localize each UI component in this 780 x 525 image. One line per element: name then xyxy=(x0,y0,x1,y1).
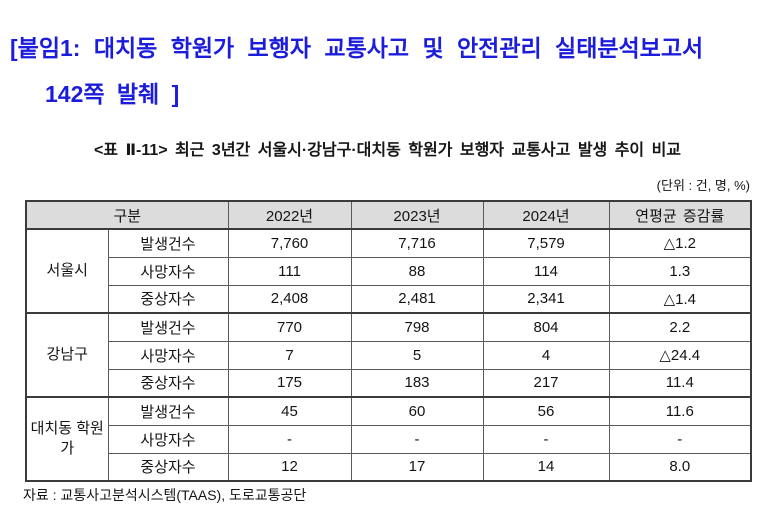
table-cell-value: 7,716 xyxy=(350,228,484,258)
table-cell-value: △24.4 xyxy=(608,340,752,370)
column-header-2023: 2023년 xyxy=(350,200,484,230)
table-cell-value: 2,341 xyxy=(482,284,610,314)
table-cell-value: 217 xyxy=(482,368,610,398)
table-cell-value: - xyxy=(608,424,752,454)
table-row: 사망자수 7 5 4 △24.4 xyxy=(26,340,752,370)
table-cell-value: 1.3 xyxy=(608,256,752,286)
row-group-label: 서울시 xyxy=(25,228,109,314)
row-group-label: 강남구 xyxy=(25,312,109,398)
table-caption: <표 Ⅱ-11> 최근 3년간 서울시·강남구·대치동 학원가 보행자 교통사고… xyxy=(93,142,682,159)
attachment-heading-line1: [붙임1: 대치동 학원가 보행자 교통사고 및 안전관리 실태분석보고서 xyxy=(10,35,704,61)
table-cell-value: 5 xyxy=(350,340,484,370)
row-metric-label: 사망자수 xyxy=(107,340,229,370)
table-cell-value: 111 xyxy=(227,256,352,286)
table-cell-value: △1.2 xyxy=(608,228,752,258)
table-cell-value: 798 xyxy=(350,312,484,342)
table-cell-value: 8.0 xyxy=(608,452,752,482)
table-row: 중상자수 175 183 217 11.4 xyxy=(26,368,752,398)
table-row: 강남구 발생건수 770 798 804 2.2 xyxy=(25,312,752,398)
column-header-gubun: 구분 xyxy=(25,200,229,230)
row-metric-label: 중상자수 xyxy=(107,452,229,482)
table-row: 중상자수 12 17 14 8.0 xyxy=(26,452,752,482)
source-note: 자료 : 교통사고분석시스템(TAAS), 도로교통공단 xyxy=(23,487,307,503)
attachment-heading-line2: 142쪽 발췌 ] xyxy=(45,81,180,107)
column-header-avg-change: 연평균 증감률 xyxy=(608,200,752,230)
row-metric-label: 발생건수 xyxy=(107,228,229,258)
row-metric-label: 발생건수 xyxy=(107,396,229,426)
table-cell-value: - xyxy=(482,424,610,454)
table-cell-value: 7,760 xyxy=(227,228,352,258)
table-cell-value: - xyxy=(227,424,352,454)
table-cell-value: 804 xyxy=(482,312,610,342)
table-cell-value: 11.6 xyxy=(608,396,752,426)
table-cell-value: 2.2 xyxy=(608,312,752,342)
table-cell-value: 56 xyxy=(482,396,610,426)
table-cell-value: 14 xyxy=(482,452,610,482)
row-metric-label: 사망자수 xyxy=(107,256,229,286)
table-cell-value: 60 xyxy=(350,396,484,426)
table-cell-value: 12 xyxy=(227,452,352,482)
column-header-2024: 2024년 xyxy=(482,200,610,230)
table-cell-value: △1.4 xyxy=(608,284,752,314)
table-cell-value: 45 xyxy=(227,396,352,426)
table-body: 서울시 발생건수 7,760 7,716 7,579 △1.2 사망자수 111 88 114 1.… xyxy=(25,228,752,482)
table-cell-value: 175 xyxy=(227,368,352,398)
table-cell-value: 114 xyxy=(482,256,610,286)
table-row: 사망자수 111 88 114 1.3 xyxy=(26,256,752,286)
row-metric-label: 발생건수 xyxy=(107,312,229,342)
table-row: 서울시 발생건수 7,760 7,716 7,579 △1.2 xyxy=(25,228,752,314)
row-group-label: 대치동 학원가 xyxy=(25,396,109,482)
accident-stats-table: 구분 2022년 2023년 2024년 연평균 증감률 서울시 발생건수 7,76… xyxy=(25,200,753,482)
unit-note: (단위 : 건, 명, %) xyxy=(656,178,750,193)
table-header-row: 구분 2022년 2023년 2024년 연평균 증감률 xyxy=(25,200,752,230)
row-metric-label: 사망자수 xyxy=(107,424,229,454)
table-cell-value: 7 xyxy=(227,340,352,370)
row-metric-label: 중상자수 xyxy=(107,368,229,398)
table-cell-value: 770 xyxy=(227,312,352,342)
attachment-heading: [붙임1: 대치동 학원가 보행자 교통사고 및 안전관리 실태분석보고서 14… xyxy=(0,0,780,108)
table-cell-value: 17 xyxy=(350,452,484,482)
table-cell-value: 4 xyxy=(482,340,610,370)
table-row: 대치동 학원가 발생건수 45 60 56 11.6 xyxy=(25,396,752,482)
table-cell-value: 2,481 xyxy=(350,284,484,314)
table-cell-value: 7,579 xyxy=(482,228,610,258)
table-cell-value: 2,408 xyxy=(227,284,352,314)
table-cell-value: 88 xyxy=(350,256,484,286)
table-cell-value: 11.4 xyxy=(608,368,752,398)
table-row: 사망자수 - - - - xyxy=(26,424,752,454)
table-cell-value: 183 xyxy=(350,368,484,398)
row-metric-label: 중상자수 xyxy=(107,284,229,314)
table-cell-value: - xyxy=(350,424,484,454)
column-header-2022: 2022년 xyxy=(227,200,352,230)
table-row: 중상자수 2,408 2,481 2,341 △1.4 xyxy=(26,284,752,314)
